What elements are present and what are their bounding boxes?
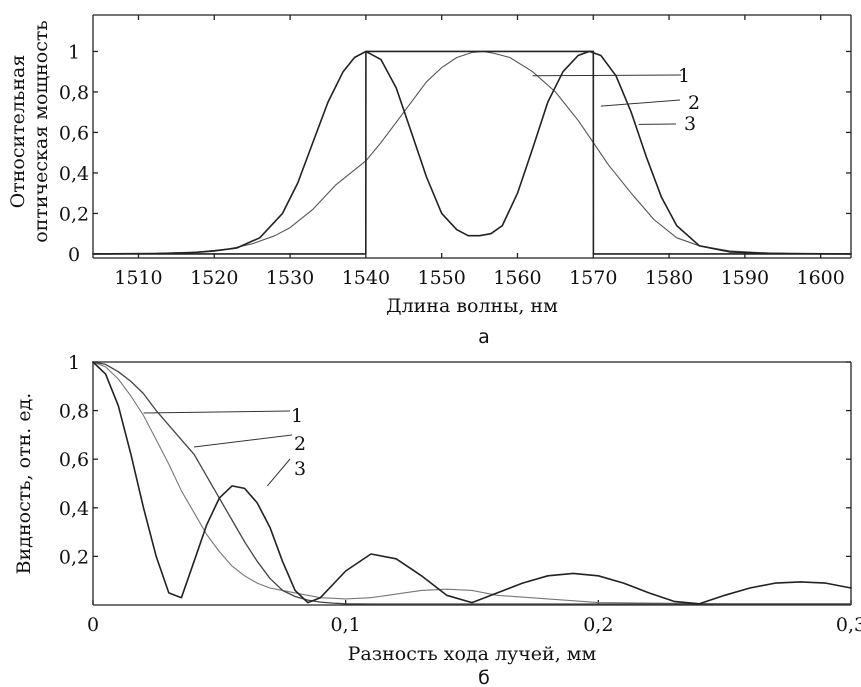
x-tick-label: 1510 bbox=[114, 267, 162, 289]
series-line-2 bbox=[92, 50, 852, 255]
series-line-2 bbox=[92, 361, 852, 605]
y-tick-label: 1 bbox=[68, 41, 80, 63]
x-tick-label: 1570 bbox=[569, 267, 617, 289]
series-line-1 bbox=[92, 50, 852, 255]
x-tick-label: 1590 bbox=[721, 267, 769, 289]
x-tick-label: 0,3 bbox=[836, 614, 861, 636]
panel-caption: а bbox=[478, 326, 490, 348]
x-tick-label: 1580 bbox=[645, 267, 693, 289]
series-leader-1 bbox=[532, 74, 682, 77]
y-tick-label: 0 bbox=[68, 244, 80, 266]
series-line-1 bbox=[92, 361, 852, 605]
series-leader-1 bbox=[143, 410, 291, 414]
panel-caption: б bbox=[478, 667, 490, 687]
series-leader-3 bbox=[266, 458, 291, 487]
series-label-1: 1 bbox=[291, 405, 303, 427]
chart-panel-b: 0 0,1 0,2 0,3 0,2 0,4 0,6 0,8 1 1 2 3 Разность хода … bbox=[13, 352, 861, 687]
y-axis-label-line: Относительная bbox=[7, 55, 29, 209]
y-tick-label: 0,4 bbox=[59, 498, 89, 520]
y-tick-label: 0,6 bbox=[59, 449, 89, 471]
x-tick-label: 1560 bbox=[493, 267, 541, 289]
x-tick-label: 1540 bbox=[342, 267, 390, 289]
y-tick-label: 0,8 bbox=[59, 401, 89, 423]
series-line-3 bbox=[92, 361, 852, 605]
series-label-3: 3 bbox=[684, 113, 696, 135]
series-line-3 bbox=[92, 50, 852, 255]
y-tick-label: 1 bbox=[68, 352, 80, 374]
x-tick-label: 0,2 bbox=[583, 614, 613, 636]
x-axis-label: Разность хода лучей, мм bbox=[348, 643, 597, 665]
y-axis-label-line: оптическая мощность bbox=[30, 20, 52, 242]
x-tick-label: 1550 bbox=[418, 267, 466, 289]
x-tick-label: 1600 bbox=[797, 267, 845, 289]
x-axis-label: Длина волны, нм bbox=[386, 295, 558, 317]
y-tick-label: 0,2 bbox=[59, 203, 89, 225]
x-tick-label: 0,1 bbox=[331, 614, 361, 636]
series-label-2: 2 bbox=[688, 92, 700, 114]
series-label-2: 2 bbox=[294, 433, 306, 455]
series-label-3: 3 bbox=[294, 458, 306, 480]
y-tick-label: 0,2 bbox=[59, 546, 89, 568]
y-axis-label: Видность, отн. ед. bbox=[13, 393, 35, 575]
chart-panel-a: 1510 1520 1530 1540 1550 1560 1570 1580 1590 1600… bbox=[7, 14, 852, 348]
x-tick-label: 1530 bbox=[266, 267, 314, 289]
y-tick-label: 0,6 bbox=[59, 122, 89, 144]
series-leader-2 bbox=[600, 99, 681, 107]
y-tick-label: 0,8 bbox=[59, 82, 89, 104]
x-tick-label: 1520 bbox=[190, 267, 238, 289]
y-tick-label: 0,4 bbox=[59, 163, 89, 185]
x-tick-label: 0 bbox=[87, 614, 99, 636]
series-leader-2 bbox=[194, 434, 293, 448]
series-label-1: 1 bbox=[678, 65, 690, 87]
